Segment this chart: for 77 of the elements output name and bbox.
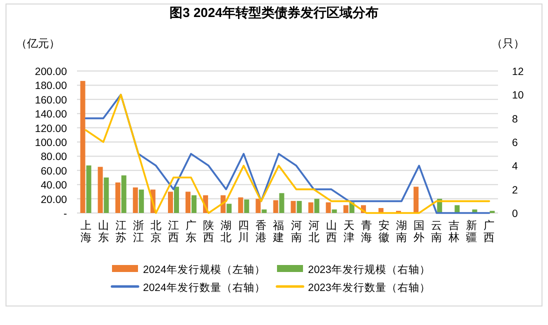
bar <box>186 192 191 213</box>
bar <box>121 175 126 213</box>
bar <box>132 187 138 213</box>
bar <box>308 202 314 213</box>
y-tick-label: - <box>64 208 68 220</box>
y2-tick-label: 0 <box>512 208 518 220</box>
x-tick-label: 河北 <box>308 220 320 244</box>
y2-tick-label: 8 <box>512 113 518 126</box>
bar <box>244 200 250 213</box>
bar <box>168 192 173 213</box>
y2-tick-label: 10 <box>512 90 524 102</box>
bar <box>414 186 419 213</box>
bar <box>98 166 103 213</box>
x-tick-label: 安徽 <box>378 219 390 244</box>
y2-tick-label: 6 <box>512 137 518 149</box>
x-tick-label: 江苏 <box>115 220 126 244</box>
y-axis-title: （亿元） <box>16 38 60 50</box>
y2-tick-label: 4 <box>512 160 518 173</box>
bar <box>296 200 302 213</box>
y-tick-label: 60.00 <box>40 165 68 178</box>
x-tick-label: 福建 <box>272 219 284 244</box>
y-tick-label: 40.00 <box>40 180 68 192</box>
y2-tick-label: 12 <box>512 66 524 78</box>
x-tick-label: 陕西 <box>203 220 214 244</box>
x-tick-label: 湖北 <box>220 220 232 244</box>
bar <box>290 200 296 213</box>
bar <box>80 80 86 213</box>
y-tick-label: 140.00 <box>34 108 68 121</box>
y-tick-label: 160.00 <box>34 94 68 106</box>
x-tick-label: 江西 <box>168 220 179 244</box>
x-tick-label: 国外 <box>414 220 425 244</box>
x-tick-label: 河南 <box>290 220 302 244</box>
bar <box>238 197 244 213</box>
bar <box>262 209 267 213</box>
bar <box>279 193 284 213</box>
bar <box>256 198 261 213</box>
x-tick-label: 新疆 <box>466 219 478 244</box>
legend-label: 2023年发行规模（右轴） <box>308 263 430 276</box>
x-tick-label: 香港 <box>256 219 267 244</box>
bar <box>138 190 144 213</box>
legend-label: 2024年发行规模（左轴） <box>143 263 266 276</box>
y-tick-label: 200.00 <box>34 66 68 78</box>
x-tick-label: 浙江 <box>132 219 144 244</box>
line-series <box>84 94 490 214</box>
bar <box>226 204 232 213</box>
bar <box>174 186 179 213</box>
y-tick-label: 120.00 <box>34 122 68 135</box>
y2-tick-label: 2 <box>512 184 518 196</box>
x-tick-label: 广东 <box>186 219 197 244</box>
chart-title: 图3 2024年转型类债券发行区域分布 <box>170 5 378 20</box>
x-tick-label: 上海 <box>80 219 92 244</box>
y-tick-label: 180.00 <box>34 80 68 92</box>
bar <box>104 178 109 213</box>
bar <box>192 195 197 213</box>
x-tick-label: 吉林 <box>448 219 460 244</box>
bar <box>332 209 337 213</box>
bar <box>273 200 278 213</box>
bar <box>86 165 92 213</box>
bar <box>326 202 331 213</box>
bar <box>343 205 348 213</box>
y-tick-label: 20.00 <box>40 194 68 206</box>
x-tick-label: 四川 <box>238 220 250 244</box>
y-tick-label: 80.00 <box>40 151 68 164</box>
y-tick-label: 100.00 <box>34 137 68 149</box>
x-tick-label: 广西 <box>484 219 495 244</box>
x-tick-label: 湖南 <box>396 220 408 244</box>
y2-axis-title: （只） <box>492 38 524 50</box>
x-tick-label: 山东 <box>98 219 109 244</box>
x-tick-label: 北京 <box>150 219 162 244</box>
legend-label: 2023年发行数量（右轴） <box>308 281 430 294</box>
x-tick-label: 天津 <box>343 220 354 244</box>
x-tick-label: 山西 <box>326 219 337 244</box>
x-tick-label: 青海 <box>360 219 372 244</box>
legend-label: 2024年发行数量（右轴） <box>143 281 266 294</box>
bar <box>115 182 120 213</box>
x-tick-label: 云南 <box>431 220 442 244</box>
bar <box>314 198 320 213</box>
